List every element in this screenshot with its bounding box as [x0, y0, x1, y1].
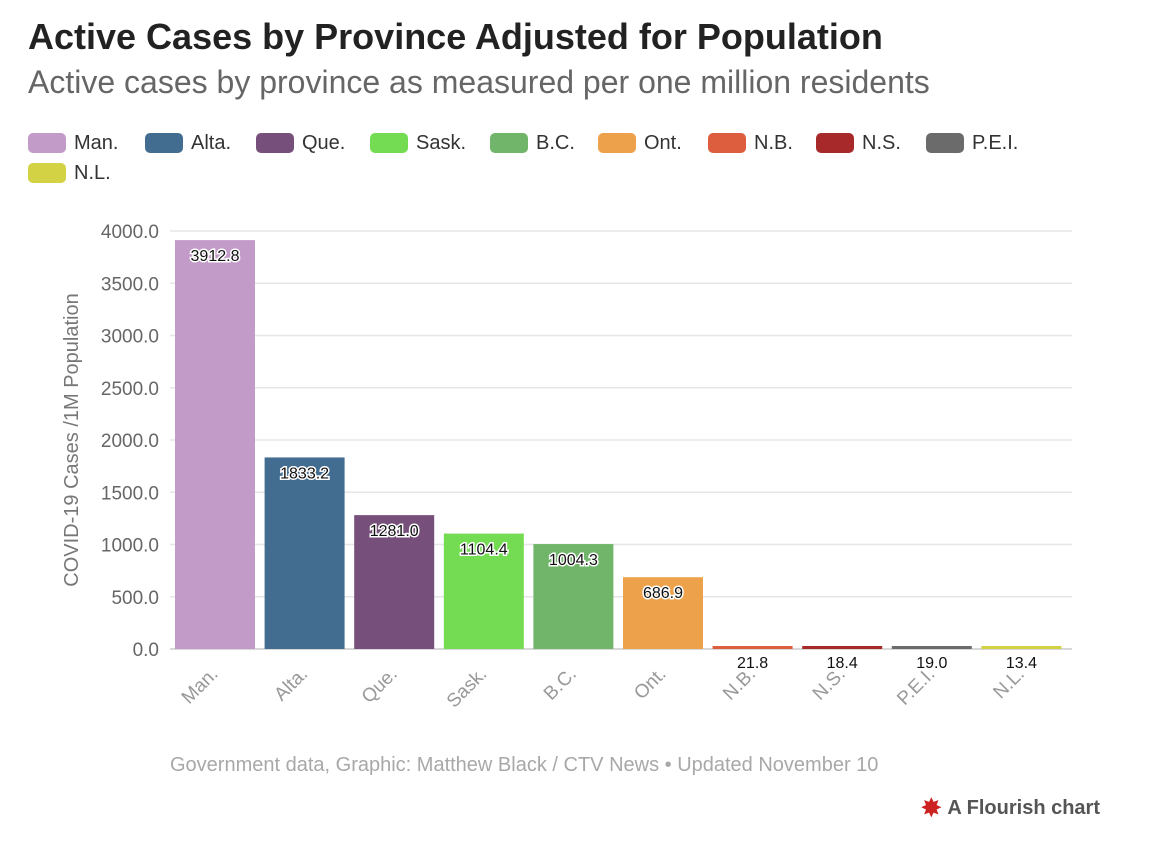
y-tick-label: 3000.0	[101, 327, 159, 348]
legend-swatch	[708, 133, 746, 153]
chart-subtitle: Active cases by province as measured per…	[28, 64, 930, 100]
bar-value-label: 686.9	[643, 585, 683, 602]
legend-item[interactable]: Sask.	[370, 130, 466, 156]
y-tick-label: 0.0	[133, 640, 159, 661]
flourish-logo-icon: ✸	[921, 795, 942, 822]
legend-label: B.C.	[536, 131, 575, 154]
chart-title: Active Cases by Province Adjusted for Po…	[28, 16, 883, 57]
bar-chart: 0.0 500.0 1000.0 1500.0 2000.0 2500.0 3000.0 35…	[61, 222, 1072, 712]
x-tick-label: Sask.	[443, 664, 491, 712]
legend-item[interactable]: Que.	[256, 130, 345, 156]
legend-swatch	[490, 133, 528, 153]
y-tick-label: 2000.0	[101, 431, 159, 452]
y-tick-label: 3500.0	[101, 274, 159, 295]
x-tick-label: Alta.	[270, 664, 312, 706]
bar	[443, 533, 524, 649]
y-tick-label: 4000.0	[101, 222, 159, 243]
legend-swatch	[370, 133, 408, 153]
bar-value-label: 13.4	[1006, 655, 1037, 672]
x-tick-label: B.C.	[540, 664, 581, 705]
legend-swatch	[145, 133, 183, 153]
bar	[891, 646, 972, 649]
bar	[354, 515, 435, 649]
bar-value-label: 1833.2	[280, 465, 329, 482]
y-tick-label: 1000.0	[101, 536, 159, 557]
legend-swatch	[816, 133, 854, 153]
legend-swatch	[28, 163, 66, 183]
bar-value-label: 3912.8	[191, 248, 240, 265]
bar-value-label: 1281.0	[370, 523, 419, 540]
legend-swatch	[28, 133, 66, 153]
legend-item[interactable]: N.L.	[28, 160, 111, 186]
flourish-label: A Flourish chart	[947, 797, 1100, 819]
y-tick-label: 500.0	[111, 588, 159, 609]
legend-swatch	[926, 133, 964, 153]
legend-item[interactable]: B.C.	[490, 130, 575, 156]
y-tick-label: 1500.0	[101, 483, 159, 504]
legend-swatch	[598, 133, 636, 153]
legend-label: N.L.	[74, 161, 111, 184]
x-tick-label: Man.	[178, 664, 223, 709]
legend-item[interactable]: N.B.	[708, 130, 793, 156]
legend-swatch	[256, 133, 294, 153]
bar	[981, 646, 1062, 649]
y-axis-label: COVID-19 Cases /1M Population	[61, 293, 83, 586]
legend-item[interactable]: P.E.I.	[926, 130, 1018, 156]
legend-label: N.B.	[754, 131, 793, 154]
bar-value-label: 21.8	[737, 655, 768, 672]
legend-label: Man.	[74, 131, 119, 154]
legend-label: P.E.I.	[972, 131, 1019, 154]
legend-item[interactable]: Man.	[28, 130, 118, 156]
x-tick-label: Ont.	[630, 664, 670, 704]
y-tick-label: 2500.0	[101, 379, 159, 400]
legend-label: Que.	[302, 131, 346, 154]
bar-value-label: 1004.3	[549, 552, 598, 569]
legend-label: Sask.	[416, 131, 467, 154]
bar	[175, 240, 255, 649]
bar	[264, 457, 345, 649]
legend-label: Alta.	[191, 131, 232, 154]
flourish-link[interactable]: ✸ A Flourish chart	[921, 794, 1100, 823]
x-tick-label: Que.	[358, 664, 402, 708]
bar	[623, 577, 703, 649]
bar-value-label: 1104.4	[460, 542, 508, 559]
legend-item[interactable]: Alta.	[145, 130, 231, 156]
legend-item[interactable]: N.S.	[816, 130, 901, 156]
legend-item[interactable]: Ont.	[598, 130, 682, 156]
legend-label: Ont.	[644, 131, 682, 154]
bar	[533, 544, 614, 649]
source-note: Government data, Graphic: Matthew Black …	[170, 754, 879, 776]
legend-label: N.S.	[862, 131, 901, 154]
bar	[712, 646, 793, 649]
bar	[802, 646, 883, 649]
bar-value-label: 18.4	[827, 655, 858, 672]
bar-value-label: 19.0	[916, 655, 947, 672]
